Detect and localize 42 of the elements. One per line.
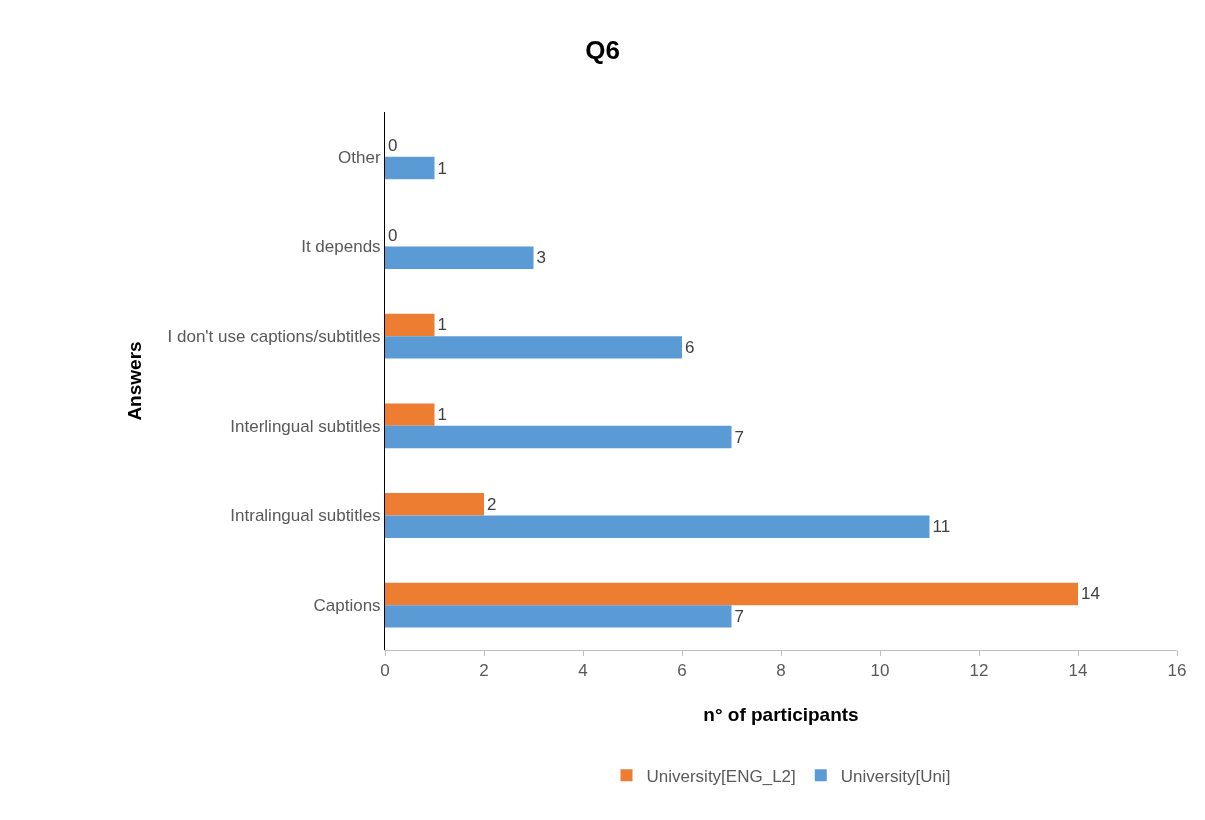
data-label: 11: [932, 517, 951, 537]
data-label: 0: [388, 225, 398, 245]
data-label: 1: [437, 158, 447, 178]
x-tick-label: 6: [677, 661, 687, 681]
data-label: 7: [734, 606, 744, 626]
y-tick-label: Captions: [313, 596, 381, 616]
data-label: 0: [388, 136, 398, 156]
x-tick-label: 4: [578, 661, 588, 681]
bar: [385, 336, 682, 359]
data-label: 6: [685, 337, 695, 357]
x-tick-label: 14: [1068, 661, 1088, 681]
bar: [385, 246, 534, 269]
y-tick-label: I don't use captions/subtitles: [167, 327, 381, 347]
y-tick-label: It depends: [301, 237, 381, 257]
x-tick-label: 8: [776, 661, 786, 681]
y-tick-label: Other: [338, 147, 381, 167]
bar: [385, 582, 1078, 606]
bar: [385, 515, 930, 538]
bar: [385, 313, 435, 337]
x-tick-label: 12: [969, 661, 989, 681]
legend-label: University[Uni]: [840, 766, 951, 786]
x-tick-label: 10: [870, 661, 890, 681]
bar: [385, 493, 484, 516]
x-tick-label: 0: [380, 661, 390, 681]
legend-label: University[ENG_L2]: [646, 766, 796, 786]
bar: [385, 425, 732, 449]
bar: [385, 156, 435, 180]
y-tick-label: Interlingual subtitles: [230, 416, 381, 436]
y-axis-title: Answers: [124, 341, 146, 421]
bar: [385, 403, 435, 426]
chart-title: Q6: [585, 35, 620, 66]
data-label: 2: [487, 494, 497, 514]
data-label: 14: [1081, 584, 1100, 604]
data-label: 7: [734, 427, 744, 447]
data-label: 3: [536, 248, 546, 268]
bar: [385, 605, 732, 628]
data-label: 1: [437, 405, 447, 425]
x-tick-label: 16: [1167, 661, 1187, 681]
x-axis-title: n° of participants: [703, 704, 859, 726]
data-label: 1: [437, 315, 447, 335]
x-tick-label: 2: [479, 661, 489, 681]
y-tick-label: Intralingual subtitles: [230, 506, 381, 526]
